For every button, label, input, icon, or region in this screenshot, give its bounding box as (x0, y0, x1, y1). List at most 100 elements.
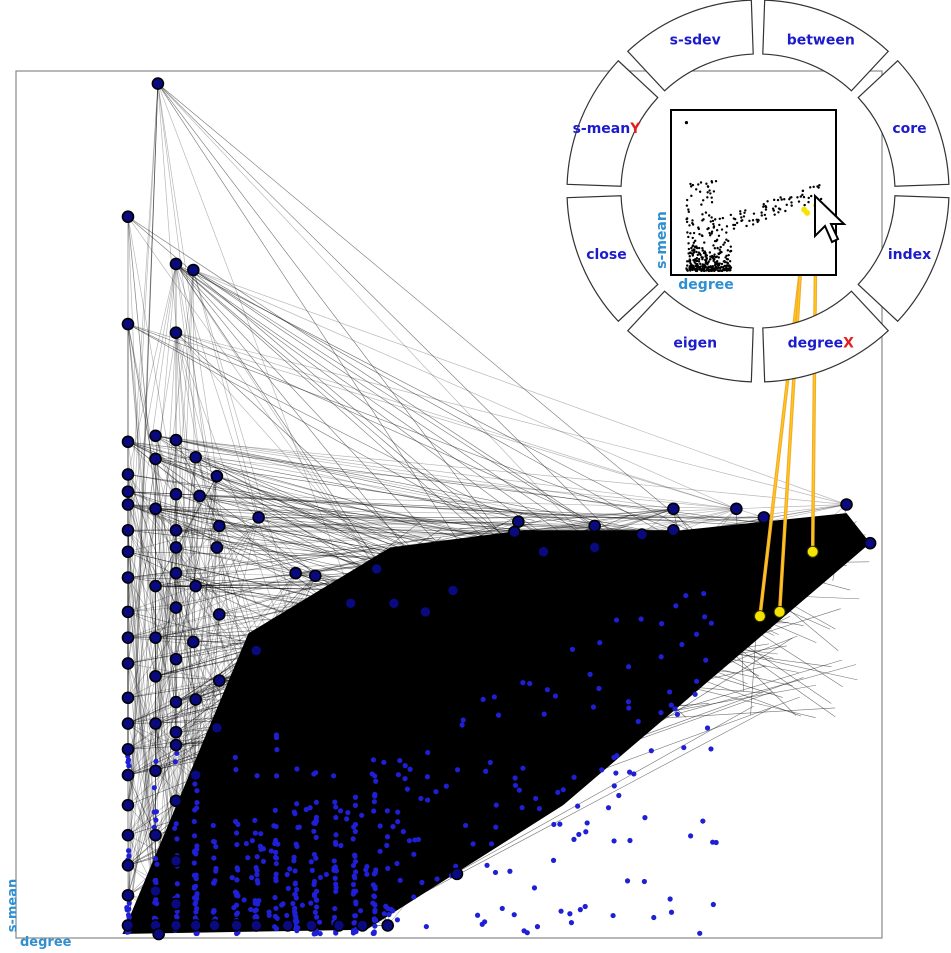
data-point[interactable] (169, 601, 183, 614)
data-point[interactable] (212, 608, 226, 621)
pie-segment-degree[interactable] (762, 290, 890, 383)
pie-segment-index[interactable] (857, 195, 950, 323)
pie-segment-core[interactable] (857, 59, 950, 187)
data-point[interactable] (121, 828, 135, 842)
data-point[interactable] (169, 794, 183, 808)
data-point[interactable] (189, 919, 202, 932)
data-point[interactable] (381, 919, 394, 932)
data-point[interactable] (281, 919, 295, 932)
data-point[interactable] (508, 525, 521, 539)
data-point[interactable] (149, 884, 162, 898)
data-point[interactable] (193, 489, 206, 503)
pie-segment-close[interactable] (566, 195, 659, 323)
data-point[interactable] (308, 569, 322, 583)
data-point[interactable] (149, 764, 162, 778)
highlighted-node[interactable] (773, 605, 786, 618)
data-point[interactable] (187, 263, 200, 277)
data-point[interactable] (249, 919, 263, 932)
data-point[interactable] (189, 693, 202, 706)
data-point[interactable] (121, 798, 135, 812)
data-point[interactable] (635, 528, 649, 541)
data-point[interactable] (252, 511, 265, 524)
data-point[interactable] (169, 695, 183, 709)
data-point[interactable] (149, 828, 162, 842)
data-point[interactable] (121, 605, 135, 619)
data-point[interactable] (189, 579, 202, 593)
data-point[interactable] (446, 584, 460, 597)
data-point[interactable] (121, 691, 135, 705)
data-point[interactable] (387, 596, 401, 610)
data-point[interactable] (667, 502, 680, 516)
data-point[interactable] (210, 469, 224, 483)
data-point[interactable] (169, 897, 183, 911)
data-point[interactable] (187, 635, 200, 649)
data-point[interactable] (152, 927, 165, 941)
data-point[interactable] (356, 919, 369, 932)
data-point[interactable] (208, 919, 221, 932)
pie-menu[interactable]: s-sdev betweencoreindexdegreeXeigencloses… (566, 0, 950, 383)
data-point[interactable] (169, 854, 183, 868)
data-point[interactable] (149, 502, 162, 516)
data-point[interactable] (169, 738, 183, 752)
data-point[interactable] (169, 725, 183, 739)
data-point[interactable] (121, 468, 135, 481)
data-point[interactable] (730, 502, 743, 516)
data-point[interactable] (121, 657, 135, 670)
data-point[interactable] (121, 498, 135, 511)
data-point[interactable] (169, 257, 183, 271)
data-point[interactable] (149, 717, 162, 730)
pie-segment-eigen[interactable] (626, 290, 754, 383)
data-point[interactable] (667, 523, 680, 537)
data-point[interactable] (212, 674, 226, 687)
data-point[interactable] (210, 541, 224, 554)
data-point[interactable] (121, 485, 135, 498)
data-point[interactable] (169, 326, 183, 340)
data-point[interactable] (370, 562, 383, 576)
data-point[interactable] (189, 450, 202, 464)
preview-plot[interactable] (670, 109, 837, 276)
data-point[interactable] (169, 523, 183, 537)
data-point[interactable] (121, 317, 135, 331)
data-point[interactable] (169, 566, 183, 580)
data-point[interactable] (169, 487, 183, 501)
pie-segment-s-mean[interactable] (566, 59, 659, 187)
data-point[interactable] (149, 579, 162, 593)
data-point[interactable] (121, 743, 135, 756)
data-point[interactable] (332, 919, 346, 932)
data-point[interactable] (121, 717, 135, 730)
data-point[interactable] (189, 768, 202, 782)
data-point[interactable] (169, 652, 183, 666)
data-point[interactable] (121, 523, 135, 537)
data-point[interactable] (169, 919, 183, 932)
data-point[interactable] (863, 536, 877, 550)
data-point[interactable] (121, 858, 135, 872)
data-point[interactable] (757, 511, 771, 524)
data-point[interactable] (588, 541, 601, 554)
data-point[interactable] (212, 519, 226, 533)
data-point[interactable] (121, 631, 135, 644)
data-point[interactable] (121, 571, 135, 584)
data-point[interactable] (121, 768, 135, 782)
data-point[interactable] (121, 210, 135, 224)
data-point[interactable] (840, 498, 853, 511)
data-point[interactable] (450, 867, 464, 881)
data-point[interactable] (419, 605, 432, 619)
highlighted-node[interactable] (806, 545, 819, 558)
pie-segment-s-sdev[interactable] (626, 0, 754, 92)
data-point[interactable] (210, 721, 224, 735)
data-point[interactable] (305, 919, 318, 932)
data-point[interactable] (151, 77, 165, 90)
data-point[interactable] (588, 519, 601, 533)
data-point[interactable] (169, 433, 183, 447)
pie-segment-between[interactable] (762, 0, 890, 92)
data-point[interactable] (121, 545, 135, 559)
data-point[interactable] (537, 545, 550, 559)
data-point[interactable] (149, 669, 162, 683)
data-point[interactable] (289, 566, 302, 580)
data-point[interactable] (230, 919, 243, 932)
data-point[interactable] (149, 452, 162, 466)
data-point[interactable] (169, 541, 183, 554)
data-point[interactable] (344, 596, 358, 610)
data-point[interactable] (249, 644, 263, 657)
highlighted-node[interactable] (753, 610, 766, 623)
